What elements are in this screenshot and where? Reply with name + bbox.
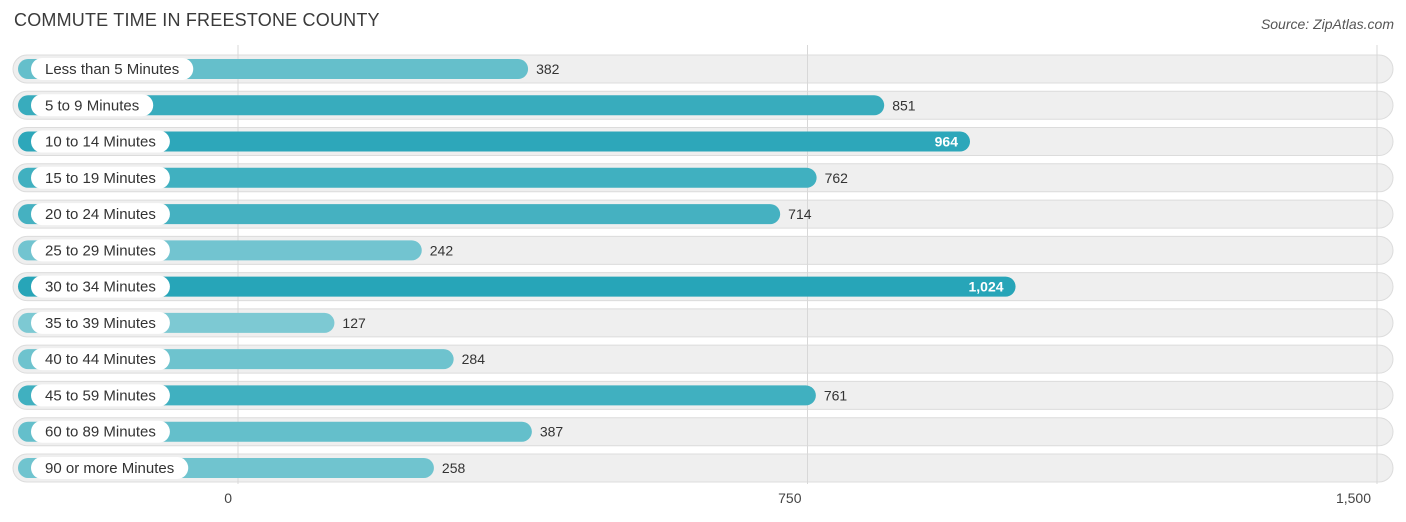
category-label: 45 to 59 Minutes	[45, 387, 156, 404]
value-label: 851	[892, 97, 916, 113]
value-label: 1,024	[969, 279, 1004, 295]
x-tick-label: 0	[224, 490, 232, 506]
bar	[18, 276, 1016, 297]
category-label: 20 to 24 Minutes	[45, 206, 156, 223]
value-label: 242	[430, 242, 454, 258]
category-pill	[31, 311, 170, 334]
value-label: 127	[342, 315, 366, 331]
category-pill	[31, 384, 170, 407]
x-tick-label: 750	[778, 490, 802, 506]
category-label: 10 to 14 Minutes	[45, 134, 156, 151]
category-pill	[31, 239, 170, 262]
value-label: 258	[442, 460, 466, 476]
category-pill	[31, 94, 154, 117]
value-label: 387	[540, 424, 564, 440]
category-pill	[31, 275, 170, 298]
value-label: 762	[825, 170, 849, 186]
value-label: 964	[935, 134, 959, 150]
x-tick-label: 1,500	[1336, 490, 1371, 506]
category-pill	[31, 420, 170, 443]
category-label: 60 to 89 Minutes	[45, 424, 156, 441]
bar	[18, 204, 781, 225]
category-pill	[31, 348, 170, 371]
bar	[18, 167, 817, 188]
category-label: Less than 5 Minutes	[45, 61, 179, 78]
category-pill	[31, 203, 170, 226]
chart-title: COMMUTE TIME IN FREESTONE COUNTY	[14, 10, 380, 30]
bar	[18, 131, 970, 152]
category-pill	[31, 456, 189, 479]
value-label: 761	[824, 387, 848, 403]
category-label: 30 to 34 Minutes	[45, 279, 156, 296]
category-label: 15 to 19 Minutes	[45, 170, 156, 187]
bar	[18, 95, 885, 116]
category-label: 90 or more Minutes	[45, 460, 174, 477]
category-label: 35 to 39 Minutes	[45, 315, 156, 332]
row-background	[12, 308, 1394, 338]
source-note: Source: ZipAtlas.com	[1260, 16, 1394, 32]
category-label: 5 to 9 Minutes	[45, 97, 139, 114]
bar	[18, 385, 816, 406]
category-pill	[31, 58, 194, 80]
value-label: 382	[536, 61, 560, 77]
value-label: 284	[462, 351, 486, 367]
category-pill	[31, 166, 170, 189]
category-label: 25 to 29 Minutes	[45, 242, 156, 259]
value-label: 714	[788, 206, 812, 222]
category-label: 40 to 44 Minutes	[45, 351, 156, 368]
category-pill	[31, 130, 170, 153]
